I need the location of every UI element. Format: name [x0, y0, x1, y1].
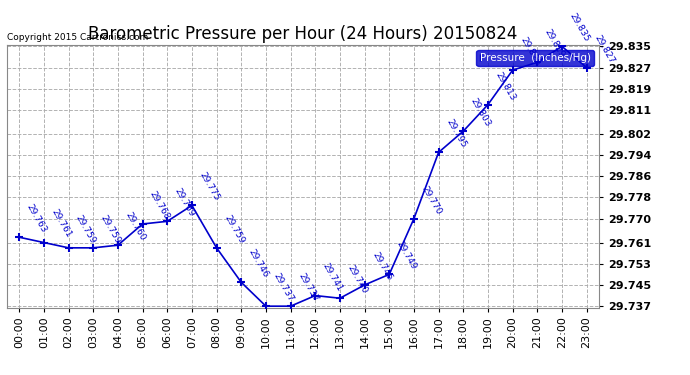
Text: 29.795: 29.795 [444, 118, 468, 150]
Text: 29.835: 29.835 [567, 12, 591, 44]
Text: 29.827: 29.827 [592, 33, 615, 65]
Text: 29.826: 29.826 [518, 36, 542, 68]
Text: 29.761: 29.761 [50, 208, 73, 240]
Text: 29.749: 29.749 [395, 240, 418, 272]
Text: 29.768: 29.768 [148, 189, 172, 221]
Text: 29.737: 29.737 [296, 272, 319, 303]
Text: 29.803: 29.803 [469, 97, 493, 128]
Text: 29.763: 29.763 [25, 202, 48, 234]
Text: 29.769: 29.769 [172, 187, 197, 219]
Legend: Pressure  (Inches/Hg): Pressure (Inches/Hg) [477, 50, 593, 66]
Text: 29.770: 29.770 [420, 184, 443, 216]
Text: 29.740: 29.740 [346, 264, 369, 296]
Text: 29.775: 29.775 [197, 171, 221, 202]
Text: 29.759: 29.759 [99, 213, 122, 245]
Text: 29.759: 29.759 [222, 213, 246, 245]
Text: 29.759: 29.759 [74, 213, 98, 245]
Text: 29.813: 29.813 [493, 70, 517, 102]
Text: Copyright 2015 Cartronics.com: Copyright 2015 Cartronics.com [7, 33, 148, 42]
Text: 29.737: 29.737 [271, 272, 295, 303]
Text: 29.829: 29.829 [543, 28, 566, 60]
Text: 29.745: 29.745 [370, 251, 393, 282]
Text: 29.741: 29.741 [321, 261, 344, 293]
Title: Barometric Pressure per Hour (24 Hours) 20150824: Barometric Pressure per Hour (24 Hours) … [88, 26, 518, 44]
Text: 29.746: 29.746 [247, 248, 270, 279]
Text: 29.760: 29.760 [124, 211, 147, 242]
